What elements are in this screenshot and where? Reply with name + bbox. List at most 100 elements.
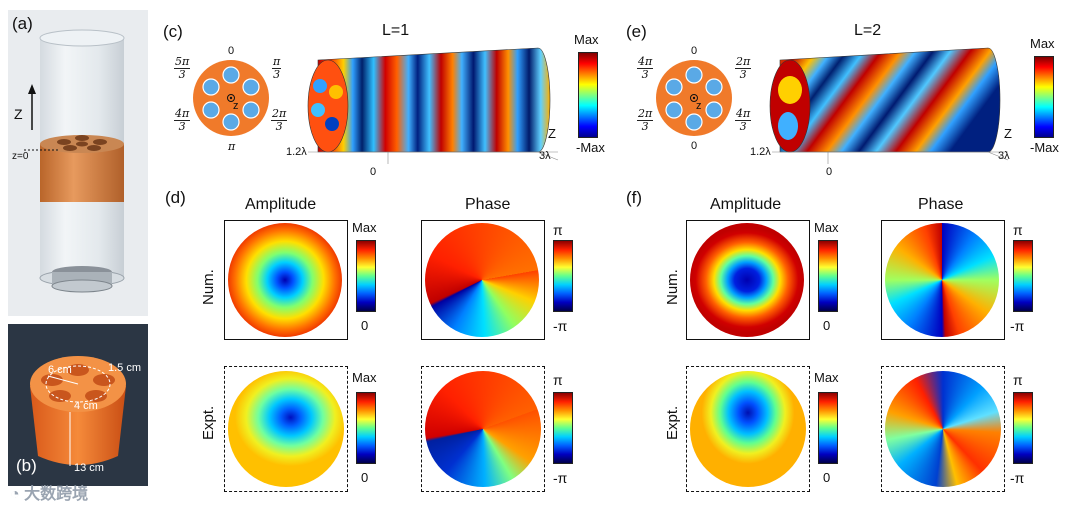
- f-row-expt-label: Expt.: [664, 405, 681, 440]
- dim-6cm: 6 cm: [48, 364, 72, 376]
- d-ph-num-cb-min: -π: [553, 318, 568, 334]
- c-phase-lower-left: 4π 3: [174, 107, 191, 133]
- tube-illustration: [24, 29, 125, 293]
- e-colorbar-min: -Max: [1030, 140, 1059, 155]
- d-num-phase-frame: [421, 220, 545, 340]
- waveguide-cylinder-c: [307, 47, 559, 164]
- e-colorbar-max: Max: [1030, 36, 1055, 51]
- f-amp-num-cb-max: Max: [814, 220, 839, 235]
- f-expt-amplitude-frame: [686, 366, 810, 492]
- f-num-phase-frame: [881, 220, 1005, 340]
- e-phase-upper-right: 2π 3: [735, 55, 752, 81]
- c-colorbar-max: Max: [574, 32, 599, 47]
- panel-d-label: (d): [165, 188, 186, 207]
- f-ph-expt-cb-max: π: [1013, 372, 1023, 388]
- d-amp-expt-cb-max: Max: [352, 370, 377, 385]
- d-expt-amplitude-map: [228, 371, 344, 487]
- f-row-num-label: Num.: [664, 269, 681, 305]
- f-amplitude-title: Amplitude: [710, 196, 782, 213]
- panel-a-label: (a): [12, 14, 33, 33]
- watermark-text: 大数跨境: [24, 486, 89, 503]
- d-amp-expt-cb-min: 0: [361, 470, 369, 485]
- orange-holder-illustration: [30, 356, 126, 466]
- f-amp-expt-cb-min: 0: [823, 470, 831, 485]
- f-ph-expt-cb-min: -π: [1010, 470, 1025, 486]
- e-colorbar: [1034, 56, 1054, 138]
- c-phase-upper-left: 5π 3: [174, 55, 191, 81]
- f-expt-phase-frame: [881, 366, 1005, 492]
- c-colorbar-min: -Max: [576, 140, 605, 155]
- f-expt-amplitude-map: [690, 371, 806, 487]
- c-center-z: z: [233, 100, 239, 112]
- e-phase-lower-right: 4π 3: [735, 107, 752, 133]
- e-center-z: z: [696, 100, 702, 112]
- f-ph-num-cb-min: -π: [1010, 318, 1025, 334]
- d-num-amplitude-map: [228, 223, 342, 337]
- e-phase-bottom: 0: [691, 140, 698, 152]
- c-colorbar: [578, 52, 598, 138]
- panel-c-label: (c): [163, 22, 183, 41]
- waveguide-cylinder-e: [769, 47, 1009, 164]
- f-ph-expt-colorbar: [1013, 392, 1033, 464]
- panel-b-label: (b): [16, 456, 37, 475]
- panel-a-image: (a) Z z=0: [8, 10, 148, 316]
- watermark-icon: ◔: [10, 486, 20, 503]
- d-num-amplitude-frame: [224, 220, 348, 340]
- z-origin-label: z=0: [12, 151, 29, 162]
- d-amp-num-colorbar: [356, 240, 376, 312]
- source-disk-c: [193, 60, 269, 136]
- panel-c-title: L=1: [382, 22, 410, 39]
- d-ph-expt-cb-min: -π: [553, 470, 568, 486]
- e-axis-3lambda: 3λ: [998, 150, 1010, 162]
- e-phase-lower-left: 2π 3: [637, 107, 654, 133]
- panel-f-label: (f): [626, 188, 643, 207]
- d-phase-title: Phase: [465, 196, 511, 213]
- f-amp-num-colorbar: [818, 240, 838, 312]
- e-phase-upper-left: 4π 3: [637, 55, 654, 81]
- c-phase-top: 0: [228, 45, 235, 57]
- dim-4cm: 4 cm: [74, 400, 98, 412]
- f-num-phase-map: [885, 223, 999, 337]
- f-ph-num-colorbar: [1013, 240, 1033, 312]
- c-axis-12lambda: 1.2λ: [286, 146, 307, 158]
- e-axis-0: 0: [826, 166, 833, 178]
- f-phase-title: Phase: [918, 196, 964, 213]
- z-axis-label: Z: [14, 106, 23, 122]
- d-num-phase-map: [425, 223, 539, 337]
- d-expt-phase-frame: [421, 366, 545, 492]
- c-axis-0: 0: [370, 166, 377, 178]
- f-amp-expt-colorbar: [818, 392, 838, 464]
- panel-e-title: L=2: [854, 22, 882, 39]
- c-phase-lower-right: 2π 3: [271, 107, 288, 133]
- d-amp-num-cb-min: 0: [361, 318, 369, 333]
- e-axis-12lambda: 1.2λ: [750, 146, 771, 158]
- f-amp-num-cb-min: 0: [823, 318, 831, 333]
- panel-b-image: 6 cm 1.5 cm 4 cm 13 cm (b): [8, 324, 148, 486]
- dim-13cm: 13 cm: [74, 462, 104, 474]
- c-phase-bottom: π: [228, 140, 236, 153]
- speaker-icons-e: [665, 66, 723, 131]
- d-row-num-label: Num.: [200, 269, 217, 305]
- f-num-amplitude-map: [690, 223, 804, 337]
- speaker-icons-c: [202, 66, 260, 131]
- d-expt-phase-map: [425, 371, 541, 487]
- d-ph-num-colorbar: [553, 240, 573, 312]
- f-amp-expt-cb-max: Max: [814, 370, 839, 385]
- panel-e-label: (e): [626, 22, 647, 41]
- d-expt-amplitude-frame: [224, 366, 348, 492]
- f-num-amplitude-frame: [686, 220, 810, 340]
- watermark: ◔ 大数跨境: [10, 480, 88, 504]
- f-ph-num-cb-max: π: [1013, 222, 1023, 238]
- d-amplitude-title: Amplitude: [245, 196, 317, 213]
- d-ph-expt-cb-max: π: [553, 372, 563, 388]
- f-expt-phase-map: [885, 371, 1001, 487]
- d-amp-expt-colorbar: [356, 392, 376, 464]
- e-axis-z: Z: [1004, 126, 1012, 141]
- d-ph-num-cb-max: π: [553, 222, 563, 238]
- d-row-expt-label: Expt.: [200, 405, 217, 440]
- c-axis-z: Z: [548, 126, 556, 141]
- d-amp-num-cb-max: Max: [352, 220, 377, 235]
- dim-1-5cm: 1.5 cm: [108, 362, 142, 374]
- source-disk-e: [656, 60, 732, 136]
